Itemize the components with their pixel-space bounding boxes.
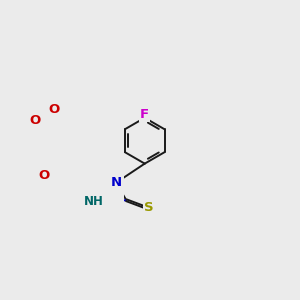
Text: O: O <box>38 169 50 182</box>
Text: NH: NH <box>84 195 104 208</box>
Text: O: O <box>29 114 40 127</box>
Text: S: S <box>144 201 154 214</box>
Text: F: F <box>140 108 149 121</box>
Text: N: N <box>110 176 122 189</box>
Text: O: O <box>48 103 60 116</box>
